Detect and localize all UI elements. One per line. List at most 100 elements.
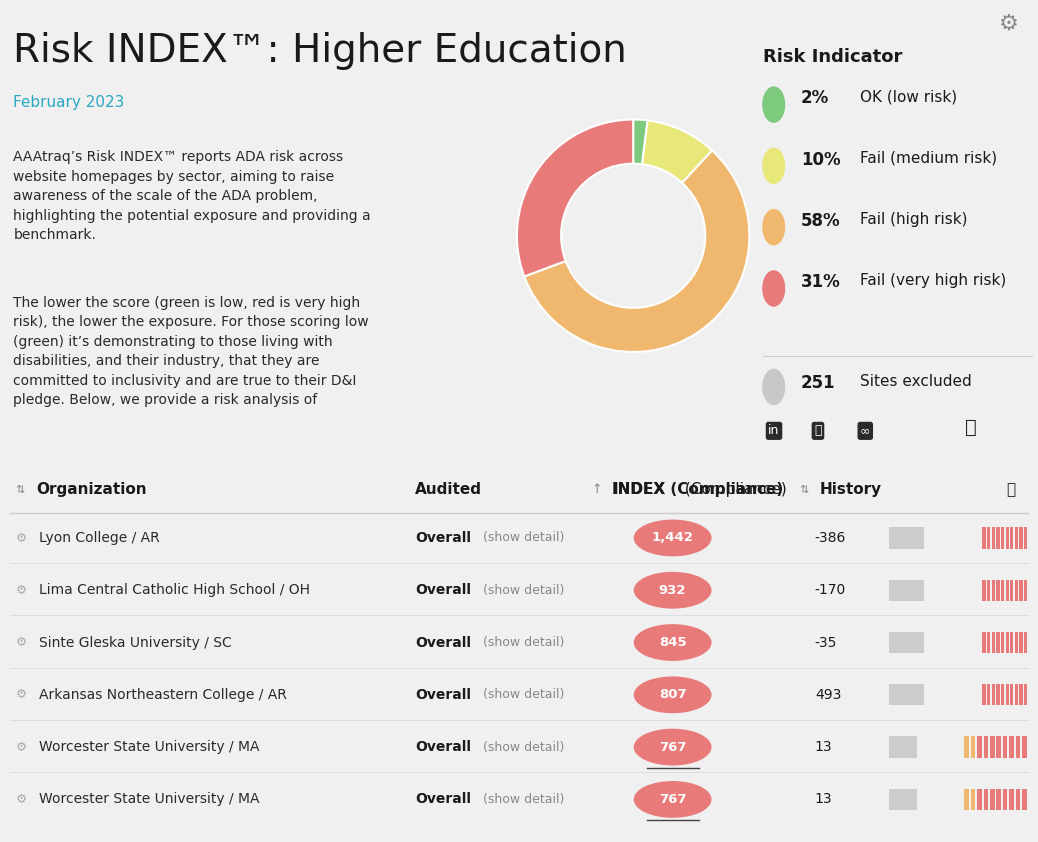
Text: (show detail): (show detail) [483,688,564,701]
Text: Overall: Overall [415,792,471,807]
Bar [977,737,982,758]
Bar [1003,737,1008,758]
Text: ⇅: ⇅ [799,484,809,494]
Bar [996,789,1001,810]
Text: (show detail): (show detail) [483,531,564,545]
Bar [1006,632,1009,653]
Text: ⚙: ⚙ [16,531,27,545]
Text: Fail (high risk): Fail (high risk) [861,212,967,226]
Text: Arkansas Northeastern College / AR: Arkansas Northeastern College / AR [39,688,288,702]
Text: Fail (medium risk): Fail (medium risk) [861,151,998,166]
Ellipse shape [633,624,712,661]
Text: February 2023: February 2023 [13,95,125,110]
Text: Overall: Overall [415,636,471,649]
Bar [1019,527,1022,549]
Bar [982,527,986,549]
Text: ⚙: ⚙ [16,793,27,806]
Text: -35: -35 [815,636,838,649]
Bar [996,737,1001,758]
Text: ⚙: ⚙ [16,584,27,597]
Text: 10%: 10% [800,151,841,168]
Bar [1015,527,1018,549]
Bar [996,527,1000,549]
Text: OK (low risk): OK (low risk) [861,89,957,104]
Text: The lower the score (green is low, red is very high
risk), the lower the exposur: The lower the score (green is low, red i… [13,296,370,407]
Bar [889,789,917,810]
Ellipse shape [633,728,712,765]
Text: Overall: Overall [415,688,471,702]
Bar [1015,685,1018,706]
Text: in: in [768,424,780,437]
Bar [977,789,982,810]
Text: 13: 13 [815,792,832,807]
Bar [1006,527,1009,549]
Text: 493: 493 [815,688,841,702]
Text: ⚙: ⚙ [16,688,27,701]
Text: AAAtraq’s Risk INDEX™ reports ADA risk across
website homepages by sector, aimin: AAAtraq’s Risk INDEX™ reports ADA risk a… [13,150,372,242]
Circle shape [763,148,785,184]
Text: (show detail): (show detail) [483,741,564,754]
Bar [1016,789,1020,810]
Text: 🌐: 🌐 [1006,482,1015,497]
Bar [889,579,924,601]
Text: 767: 767 [659,793,686,806]
Bar [1025,579,1028,601]
Text: 932: 932 [659,584,686,597]
Bar [991,632,995,653]
Text: 31%: 31% [800,273,841,291]
Ellipse shape [633,572,712,609]
Bar [889,632,924,653]
Bar [990,789,994,810]
Bar [982,579,986,601]
Bar [1015,632,1018,653]
Text: Worcester State University / MA: Worcester State University / MA [39,740,260,754]
Ellipse shape [633,676,712,713]
Bar [991,685,995,706]
Bar [889,527,924,549]
Bar [889,685,924,706]
Wedge shape [643,120,712,183]
Text: ↑: ↑ [592,483,602,496]
Bar [987,685,990,706]
Text: -386: -386 [815,531,846,545]
Text: 58%: 58% [800,212,841,230]
Circle shape [763,210,785,245]
Bar [964,737,968,758]
Bar [987,632,990,653]
Bar [984,789,988,810]
Bar [1025,527,1028,549]
Text: 🐦: 🐦 [814,424,822,437]
Bar [996,579,1000,601]
Text: 807: 807 [659,688,686,701]
Bar [889,737,917,758]
Text: ⚙: ⚙ [16,636,27,649]
Text: ∞: ∞ [861,424,871,437]
Text: (Compliance): (Compliance) [680,482,787,497]
Bar [984,737,988,758]
Text: Sites excluded: Sites excluded [861,374,972,389]
Wedge shape [517,120,633,276]
Text: History: History [820,482,882,497]
Text: (show detail): (show detail) [483,793,564,806]
Text: 1,442: 1,442 [652,531,693,545]
Bar [1006,579,1009,601]
Text: INDEX (Compliance): INDEX (Compliance) [612,482,784,497]
Bar [1010,527,1013,549]
Text: Fail (very high risk): Fail (very high risk) [861,273,1006,288]
Bar [1015,579,1018,601]
Text: Worcester State University / MA: Worcester State University / MA [39,792,260,807]
Bar [996,632,1000,653]
Bar [1001,527,1004,549]
Bar [1001,579,1004,601]
Bar [987,527,990,549]
Bar [990,737,994,758]
Text: 2%: 2% [800,89,829,107]
Bar [1019,632,1022,653]
Bar [982,632,986,653]
Text: Overall: Overall [415,531,471,545]
Wedge shape [524,151,749,352]
Circle shape [763,370,785,404]
Text: (show detail): (show detail) [483,636,564,649]
Bar [1019,579,1022,601]
Text: Sinte Gleska University / SC: Sinte Gleska University / SC [39,636,233,649]
